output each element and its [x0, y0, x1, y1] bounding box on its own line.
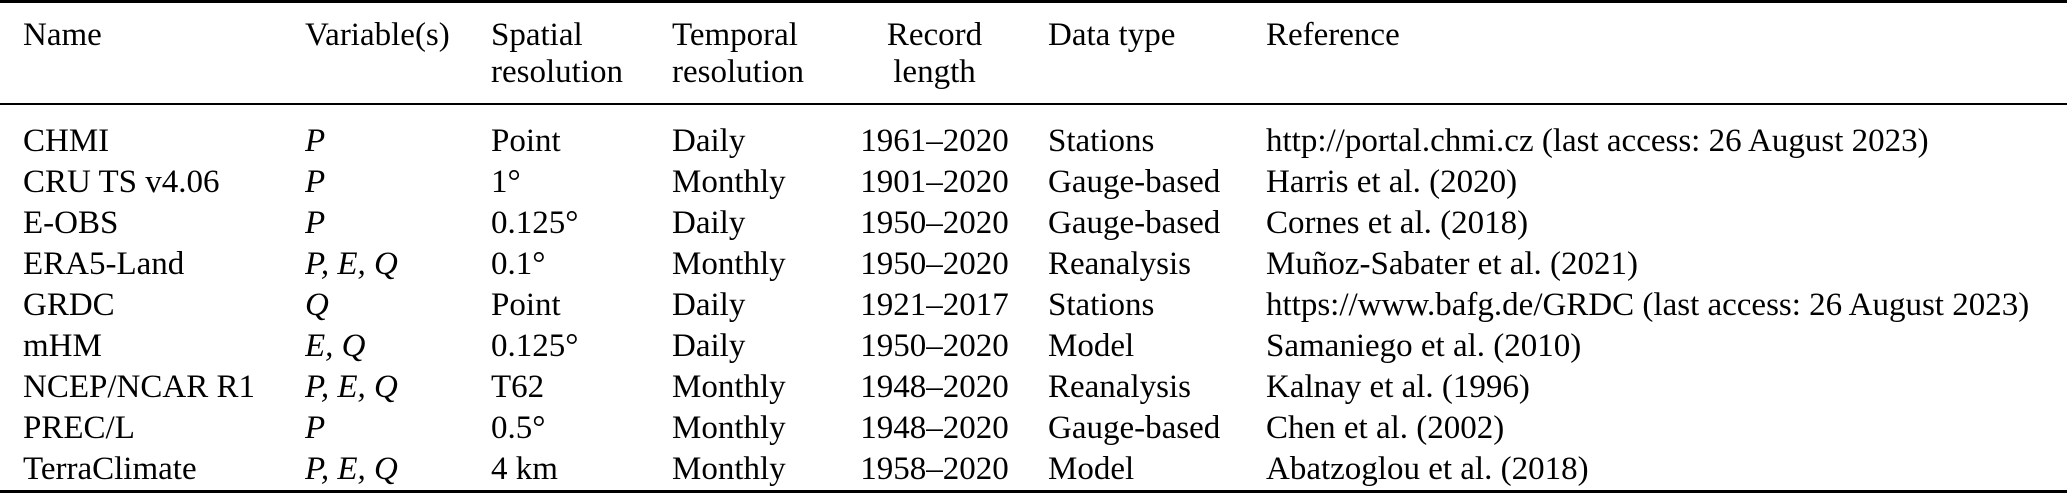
- datasets-table-header: Name Variable(s) Spatial resolution Temp…: [0, 1, 2067, 105]
- cell-datatype: Gauge-based: [1048, 205, 1221, 241]
- cell-variables: P: [305, 164, 326, 200]
- cell-spatial: Point: [491, 123, 561, 159]
- column-header-variables: Variable(s): [305, 1, 491, 105]
- cell-variables: P, E, Q: [305, 369, 398, 405]
- cell-temporal: Monthly: [672, 369, 786, 405]
- cell-variables: E, Q: [305, 328, 366, 364]
- cell-temporal: Monthly: [672, 246, 786, 282]
- cell-reference: Muñoz-Sabater et al. (2021): [1266, 246, 1639, 282]
- cell-spatial: 4 km: [491, 451, 558, 487]
- cell-spatial: Point: [491, 287, 561, 323]
- cell-variables: P, E, Q: [305, 451, 398, 487]
- cell-temporal: Daily: [672, 205, 746, 241]
- cell-name: NCEP/NCAR R1: [23, 369, 255, 405]
- column-header-temporal-resolution: Temporal resolution: [672, 1, 851, 105]
- cell-variables: Q: [305, 287, 329, 323]
- cell-reference: https://www.bafg.de/GRDC (last access: 2…: [1266, 287, 2030, 323]
- cell-record: 1950–2020: [860, 205, 1009, 241]
- cell-spatial: 0.1°: [491, 246, 546, 282]
- table-row: TerraClimate P, E, Q 4 km Monthly 1958–2020 M…: [0, 449, 2067, 492]
- cell-datatype: Stations: [1048, 287, 1155, 323]
- cell-spatial: 0.125°: [491, 328, 579, 364]
- cell-record: 1948–2020: [860, 410, 1009, 446]
- cell-datatype: Model: [1048, 451, 1135, 487]
- table-row: PREC/L P 0.5° Monthly 1948–2020 Gauge-based Ch…: [0, 408, 2067, 449]
- datasets-table-body: CHMI P Point Daily 1961–2020 Stations http://p…: [0, 104, 2067, 492]
- cell-spatial: 0.5°: [491, 410, 546, 446]
- cell-record: 1948–2020: [860, 369, 1009, 405]
- cell-spatial: 1°: [491, 164, 521, 200]
- cell-spatial: T62: [491, 369, 545, 405]
- cell-variables: P: [305, 205, 326, 241]
- table-row: NCEP/NCAR R1 P, E, Q T62 Monthly 1948–2020 Re…: [0, 367, 2067, 408]
- cell-temporal: Daily: [672, 328, 746, 364]
- cell-datatype: Model: [1048, 328, 1135, 364]
- cell-temporal: Monthly: [672, 410, 786, 446]
- cell-temporal: Daily: [672, 287, 746, 323]
- cell-record: 1950–2020: [860, 328, 1009, 364]
- cell-reference: Abatzoglou et al. (2018): [1266, 451, 1589, 487]
- cell-name: CHMI: [23, 123, 110, 159]
- cell-reference: Harris et al. (2020): [1266, 164, 1518, 200]
- column-header-name: Name: [0, 1, 305, 105]
- table-row: CHMI P Point Daily 1961–2020 Stations http://p…: [0, 104, 2067, 162]
- cell-variables: P: [305, 123, 326, 159]
- header-row: Name Variable(s) Spatial resolution Temp…: [0, 1, 2067, 105]
- cell-datatype: Gauge-based: [1048, 164, 1221, 200]
- cell-name: TerraClimate: [23, 451, 197, 487]
- cell-reference: http://portal.chmi.cz (last access: 26 A…: [1266, 123, 1929, 159]
- column-header-spatial-resolution: Spatial resolution: [491, 1, 672, 105]
- cell-record: 1961–2020: [860, 123, 1009, 159]
- cell-datatype: Reanalysis: [1048, 246, 1191, 282]
- cell-datatype: Stations: [1048, 123, 1155, 159]
- cell-reference: Cornes et al. (2018): [1266, 205, 1529, 241]
- column-header-record-length: Record length: [851, 1, 1048, 105]
- cell-spatial: 0.125°: [491, 205, 579, 241]
- cell-name: E-OBS: [23, 205, 119, 241]
- cell-record: 1921–2017: [860, 287, 1009, 323]
- cell-name: mHM: [23, 328, 102, 364]
- cell-name: CRU TS v4.06: [23, 164, 220, 200]
- cell-record: 1901–2020: [860, 164, 1009, 200]
- cell-datatype: Gauge-based: [1048, 410, 1221, 446]
- cell-variables: P, E, Q: [305, 246, 398, 282]
- cell-record: 1958–2020: [860, 451, 1009, 487]
- cell-reference: Kalnay et al. (1996): [1266, 369, 1530, 405]
- cell-temporal: Monthly: [672, 164, 786, 200]
- table-row: GRDC Q Point Daily 1921–2017 Stations https://…: [0, 285, 2067, 326]
- cell-datatype: Reanalysis: [1048, 369, 1191, 405]
- cell-reference: Samaniego et al. (2010): [1266, 328, 1582, 364]
- cell-name: ERA5-Land: [23, 246, 185, 282]
- table-row: mHM E, Q 0.125° Daily 1950–2020 Model Samanieg…: [0, 326, 2067, 367]
- cell-temporal: Monthly: [672, 451, 786, 487]
- cell-record: 1950–2020: [860, 246, 1009, 282]
- cell-name: GRDC: [23, 287, 115, 323]
- cell-name: PREC/L: [23, 410, 135, 446]
- column-header-data-type: Data type: [1048, 1, 1266, 105]
- table-row: CRU TS v4.06 P 1° Monthly 1901–2020 Gauge-bas…: [0, 162, 2067, 203]
- table-row: E-OBS P 0.125° Daily 1950–2020 Gauge-based Cor…: [0, 203, 2067, 244]
- cell-reference: Chen et al. (2002): [1266, 410, 1505, 446]
- cell-temporal: Daily: [672, 123, 746, 159]
- column-header-reference: Reference: [1266, 1, 2067, 105]
- cell-variables: P: [305, 410, 326, 446]
- table-row: ERA5-Land P, E, Q 0.1° Monthly 1950–2020 Rean…: [0, 244, 2067, 285]
